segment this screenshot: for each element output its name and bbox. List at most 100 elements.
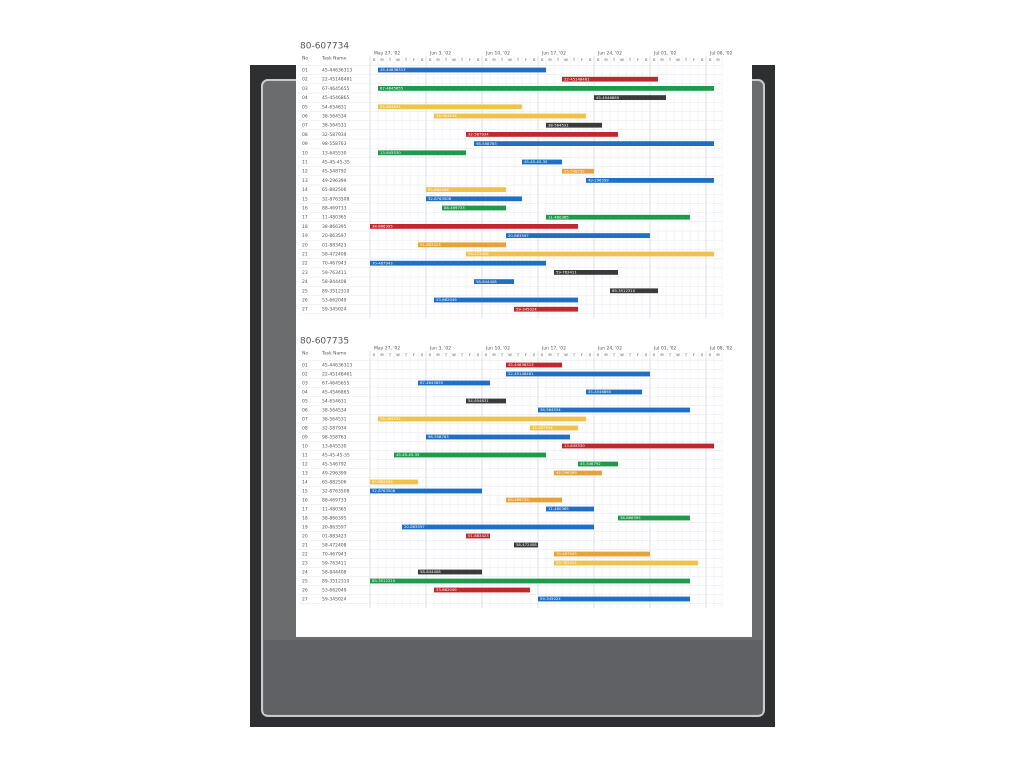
bar-label: 58-844408: [420, 569, 441, 574]
bar-label: 58-472408: [516, 542, 537, 547]
task-name: 53-662049: [322, 298, 347, 304]
weekday-label: S: [653, 352, 656, 357]
weekday-label: S: [541, 57, 544, 62]
task-name: 45-45-45-35: [322, 453, 350, 459]
gantt-bar: [562, 168, 594, 174]
date-label: Jun 10, '02: [485, 51, 510, 57]
weekday-label: W: [564, 57, 568, 62]
gantt-bar: [426, 187, 506, 192]
weekday-label: F: [413, 352, 415, 357]
task-no: 08: [302, 426, 308, 432]
task-name: 38-564534: [322, 408, 347, 414]
bar-label: 54-654631: [468, 398, 489, 403]
bar-label: 53-662049: [436, 587, 457, 592]
task-name: 32-587934: [322, 132, 347, 138]
bar-label: 38-564534: [436, 113, 457, 118]
task-no: 03: [302, 86, 308, 92]
bar-label: 45-546792: [580, 461, 601, 466]
weekday-label: S: [421, 352, 424, 357]
gantt-bar: [474, 141, 714, 146]
date-label: Jun 3, '02: [429, 346, 451, 352]
weekday-label: M: [436, 57, 439, 62]
gantt-bar: [370, 260, 546, 266]
weekday-label: F: [637, 352, 639, 357]
gantt-bar: [402, 524, 594, 530]
task-name: 20-863597: [322, 525, 347, 531]
bar-label: 38-564534: [540, 407, 561, 412]
weekday-label: F: [413, 57, 415, 62]
sheet-title: 80-607735: [300, 337, 349, 347]
gantt-bar: [394, 452, 546, 458]
weekday-label: T: [500, 352, 504, 357]
task-name: 45-45-45-35: [322, 160, 350, 166]
task-no: 19: [302, 233, 308, 239]
task-no: 12: [302, 462, 308, 468]
gantt-bar: [578, 461, 618, 467]
bar-label: 65-882506: [372, 479, 393, 484]
task-name: 59-763411: [322, 270, 347, 276]
bar-label: 98-558763: [476, 141, 497, 146]
gantt-bar: [378, 86, 714, 91]
task-name: 67-4645655: [322, 86, 350, 92]
weekday-label: T: [628, 352, 632, 357]
task-no: 15: [302, 196, 308, 202]
weekday-label: F: [581, 352, 583, 357]
gantt-bar: [370, 578, 690, 584]
gantt-bar: [506, 362, 562, 368]
bar-label: 38-866395: [372, 224, 393, 229]
weekday-label: T: [668, 352, 672, 357]
weekday-label: M: [660, 352, 663, 357]
weekday-label: F: [637, 57, 639, 62]
weekday-label: T: [572, 57, 576, 62]
weekday-label: M: [604, 57, 607, 62]
bar-label: 67-4645655: [380, 86, 404, 91]
gantt-bar: [370, 479, 418, 485]
weekday-label: M: [548, 352, 551, 357]
gantt-bar: [506, 233, 650, 238]
task-name: 11-480365: [322, 215, 347, 221]
task-name: 38-866395: [322, 516, 347, 522]
weekday-label: S: [597, 57, 600, 62]
task-name: 54-654631: [322, 399, 347, 405]
weekday-label: M: [380, 57, 383, 62]
task-no: 05: [302, 399, 308, 405]
gantt-bar: [554, 270, 618, 275]
task-name: 88-469733: [322, 206, 347, 212]
task-no: 03: [302, 381, 308, 387]
header-name: Task Name: [321, 56, 347, 62]
task-no: 20: [302, 242, 308, 248]
gantt-bar: [370, 488, 482, 494]
date-label: Jul 08, '02: [709, 346, 733, 352]
date-label: Jul 08, '02: [709, 51, 733, 57]
gantt-bar: [586, 178, 714, 183]
gantt-bar: [610, 288, 658, 294]
gantt-bar: [378, 416, 586, 422]
task-name: 45-4546865: [322, 390, 350, 396]
task-name: 70-467943: [322, 261, 347, 267]
date-label: Jun 24, '02: [597, 346, 622, 352]
weekday-label: S: [653, 57, 656, 62]
task-no: 21: [302, 543, 308, 549]
bar-label: 01-883423: [420, 242, 441, 247]
task-no: 13: [302, 471, 308, 477]
task-no: 06: [302, 408, 308, 414]
task-name: 70-467943: [322, 552, 347, 558]
weekday-label: S: [533, 57, 536, 62]
bar-label: 59-763411: [556, 560, 577, 565]
weekday-label: S: [541, 352, 544, 357]
task-no: 07: [302, 417, 308, 423]
gantt-bar: [562, 76, 658, 82]
weekday-label: S: [429, 57, 432, 62]
weekday-label: F: [469, 57, 471, 62]
weekday-label: S: [709, 57, 712, 62]
weekday-label: S: [597, 352, 600, 357]
weekday-label: T: [628, 57, 632, 62]
bar-label: 32-587934: [532, 425, 553, 430]
task-no: 01: [302, 68, 308, 74]
task-name: 22-45148461: [322, 372, 352, 378]
bar-label: 59-345024: [516, 306, 537, 311]
task-no: 10: [302, 444, 308, 450]
bar-label: 67-4645655: [420, 380, 444, 385]
gantt-bar: [378, 67, 546, 73]
weekday-label: T: [556, 57, 560, 62]
